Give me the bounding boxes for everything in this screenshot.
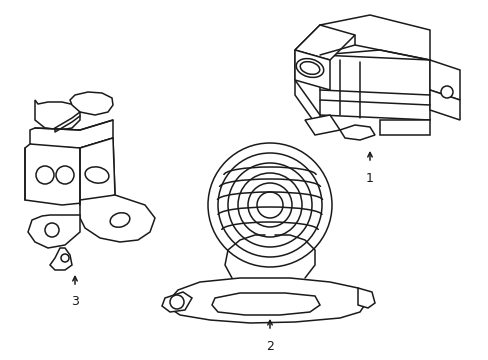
- Circle shape: [207, 143, 331, 267]
- Circle shape: [36, 166, 54, 184]
- Circle shape: [45, 223, 59, 237]
- Polygon shape: [339, 125, 374, 140]
- Polygon shape: [35, 100, 80, 130]
- Ellipse shape: [300, 62, 319, 75]
- Polygon shape: [319, 15, 429, 60]
- Ellipse shape: [296, 59, 323, 77]
- Polygon shape: [80, 195, 155, 242]
- Polygon shape: [294, 80, 319, 130]
- Circle shape: [56, 166, 74, 184]
- Polygon shape: [379, 120, 429, 135]
- Polygon shape: [294, 50, 329, 90]
- Polygon shape: [294, 25, 354, 60]
- Circle shape: [440, 86, 452, 98]
- Polygon shape: [212, 293, 319, 315]
- Circle shape: [170, 295, 183, 309]
- Ellipse shape: [110, 213, 129, 227]
- Polygon shape: [50, 248, 72, 270]
- Polygon shape: [429, 90, 459, 120]
- Polygon shape: [429, 60, 459, 100]
- Ellipse shape: [85, 167, 109, 183]
- Polygon shape: [319, 55, 429, 120]
- Circle shape: [61, 254, 69, 262]
- Text: 2: 2: [265, 340, 273, 353]
- Polygon shape: [162, 292, 192, 312]
- Polygon shape: [305, 115, 339, 135]
- Polygon shape: [164, 278, 367, 323]
- Polygon shape: [80, 138, 115, 205]
- Polygon shape: [357, 288, 374, 308]
- Text: 3: 3: [71, 295, 79, 308]
- Text: 1: 1: [366, 172, 373, 185]
- Polygon shape: [25, 138, 115, 205]
- Polygon shape: [70, 92, 113, 115]
- Polygon shape: [28, 215, 80, 248]
- Polygon shape: [294, 25, 319, 80]
- Polygon shape: [30, 120, 113, 148]
